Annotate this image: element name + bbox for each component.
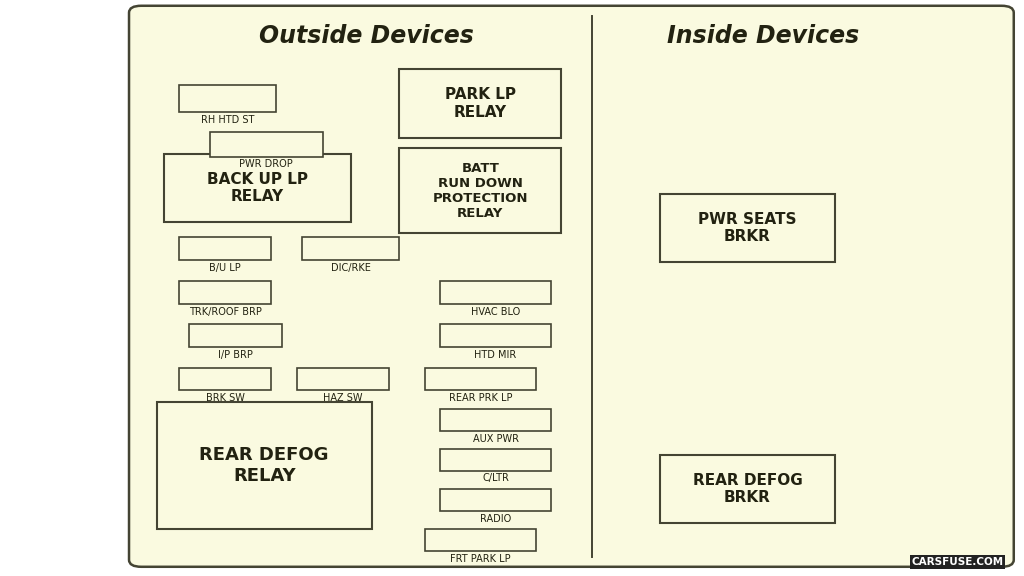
Text: AUX PWR: AUX PWR	[473, 434, 518, 444]
Bar	[210, 132, 323, 157]
Text: RH HTD ST: RH HTD ST	[201, 115, 254, 125]
Text: PWR DROP: PWR DROP	[240, 159, 293, 169]
Text: Inside Devices: Inside Devices	[667, 24, 859, 48]
Text: HTD MIR: HTD MIR	[474, 350, 517, 360]
Text: REAR DEFOG
RELAY: REAR DEFOG RELAY	[200, 446, 329, 485]
Text: TRK/ROOF BRP: TRK/ROOF BRP	[188, 307, 262, 317]
Text: B/U LP: B/U LP	[209, 263, 242, 273]
Bar	[179, 237, 271, 260]
Bar	[440, 489, 551, 511]
Bar	[425, 368, 536, 390]
Bar	[399, 148, 561, 233]
Text: BACK UP LP
RELAY: BACK UP LP RELAY	[207, 172, 308, 204]
Bar	[440, 449, 551, 471]
Bar	[157, 402, 372, 529]
Text: HAZ SW: HAZ SW	[324, 393, 362, 403]
FancyBboxPatch shape	[129, 6, 1014, 567]
Text: DIC/RKE: DIC/RKE	[332, 263, 371, 273]
Text: BRK SW: BRK SW	[206, 393, 245, 403]
Bar	[297, 368, 389, 390]
Text: CARSFUSE.COM: CARSFUSE.COM	[911, 557, 1004, 567]
Bar	[179, 368, 271, 390]
Text: Outside Devices: Outside Devices	[259, 24, 474, 48]
Bar	[164, 154, 351, 222]
Bar	[660, 455, 835, 523]
Text: REAR DEFOG
BRKR: REAR DEFOG BRKR	[692, 473, 803, 505]
Text: I/P BRP: I/P BRP	[218, 350, 253, 360]
Bar	[302, 237, 399, 260]
Text: FRT PARK LP: FRT PARK LP	[450, 554, 511, 564]
Text: REAR PRK LP: REAR PRK LP	[449, 393, 512, 403]
Bar	[660, 194, 835, 262]
Bar	[179, 281, 271, 304]
Text: HVAC BLO: HVAC BLO	[471, 307, 520, 317]
Bar	[440, 409, 551, 431]
Bar	[440, 281, 551, 304]
Text: BATT
RUN DOWN
PROTECTION
RELAY: BATT RUN DOWN PROTECTION RELAY	[432, 162, 528, 219]
Bar	[425, 529, 536, 551]
Text: PARK LP
RELAY: PARK LP RELAY	[444, 88, 516, 120]
Text: RADIO: RADIO	[480, 514, 511, 524]
Bar	[179, 85, 276, 112]
Text: C/LTR: C/LTR	[482, 473, 509, 483]
Bar	[399, 69, 561, 138]
Bar	[440, 324, 551, 347]
Bar	[189, 324, 282, 347]
Text: PWR SEATS
BRKR: PWR SEATS BRKR	[698, 212, 797, 244]
